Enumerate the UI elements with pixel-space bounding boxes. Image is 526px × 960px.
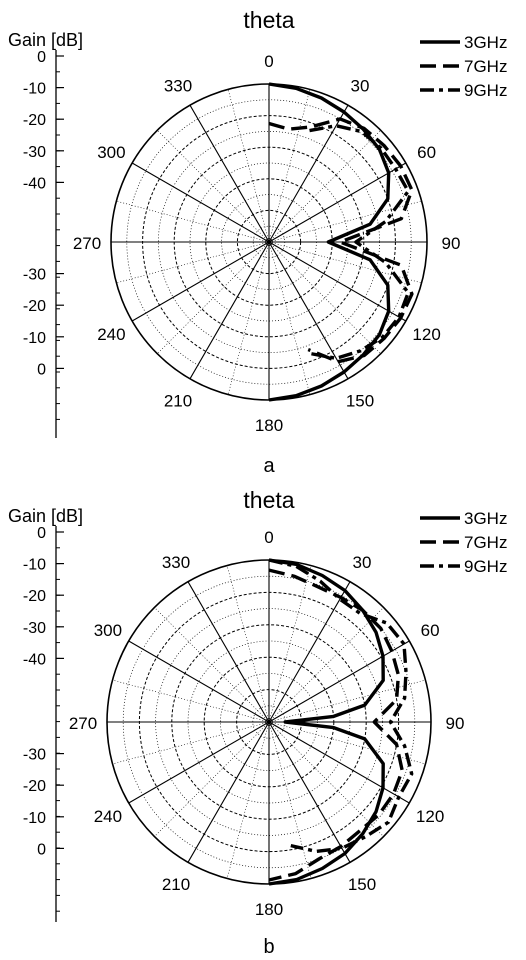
polar-spoke-minor bbox=[226, 565, 270, 723]
angle-tick-label: 150 bbox=[346, 392, 374, 411]
r-axis-tick-label: 0 bbox=[37, 361, 46, 378]
r-axis-label: Gain [dB] bbox=[8, 506, 83, 526]
series-line-3GHz bbox=[268, 82, 391, 402]
legend-label: 7GHz bbox=[464, 57, 507, 76]
angle-tick-label: 240 bbox=[97, 325, 125, 344]
panel-label: b bbox=[263, 936, 274, 958]
angle-tick-label: 0 bbox=[264, 52, 273, 71]
series-line-9GHz bbox=[268, 558, 414, 854]
r-axis-tick-label: 0 bbox=[37, 49, 46, 66]
angle-tick-label: 330 bbox=[162, 553, 190, 572]
polar-spoke-major bbox=[268, 241, 407, 322]
polar-spoke-minor bbox=[112, 679, 270, 723]
polar-spoke-minor bbox=[154, 721, 270, 837]
legend-label: 9GHz bbox=[464, 81, 507, 100]
series-line-7GHz bbox=[268, 117, 414, 364]
angle-tick-label: 240 bbox=[94, 807, 122, 826]
polar-spoke-minor bbox=[268, 241, 311, 395]
polar-spoke-minor bbox=[154, 607, 270, 723]
polar-spoke-major bbox=[128, 721, 270, 804]
r-axis-tick-label: -10 bbox=[23, 557, 46, 574]
polar-chart-a: 0 30 60 90 120 150 180 210 240 270 300 330 theta Gain… bbox=[8, 7, 507, 477]
polar-spoke-major bbox=[268, 721, 351, 863]
legend-label: 3GHz bbox=[464, 509, 507, 528]
angle-tick-label: 210 bbox=[164, 392, 192, 411]
r-axis-tick-label: -10 bbox=[23, 810, 46, 827]
polar-spoke-minor bbox=[157, 241, 270, 354]
polar-spoke-minor bbox=[157, 130, 270, 243]
r-axis-tick-label: -40 bbox=[23, 175, 46, 192]
polar-spoke-minor bbox=[268, 679, 426, 723]
angle-tick-label: 180 bbox=[255, 416, 283, 435]
polar-spoke-minor bbox=[268, 565, 312, 723]
chart-title: theta bbox=[243, 7, 294, 33]
polar-spoke-major bbox=[268, 581, 351, 723]
polar-spoke-major bbox=[131, 162, 270, 243]
series-line-9GHz bbox=[309, 124, 410, 360]
polar-spoke-minor bbox=[268, 89, 311, 243]
r-axis-tick-label: -30 bbox=[23, 747, 46, 764]
polar-spoke-minor bbox=[226, 721, 270, 879]
r-axis-tick-label: -30 bbox=[23, 144, 46, 161]
polar-spoke-minor bbox=[116, 241, 270, 284]
polar-spoke-major bbox=[268, 640, 410, 723]
legend-label: 7GHz bbox=[464, 533, 507, 552]
angle-tick-label: 30 bbox=[351, 76, 370, 95]
angle-tick-label: 180 bbox=[255, 900, 283, 919]
polar-spoke-minor bbox=[268, 721, 312, 879]
polar-spoke-minor bbox=[227, 89, 270, 243]
series-line-7GHz bbox=[268, 568, 404, 882]
series-line-3GHz bbox=[268, 558, 385, 886]
polar-spoke-major bbox=[268, 104, 349, 243]
polar-spoke-major bbox=[189, 104, 270, 243]
polar-spoke-major bbox=[187, 721, 270, 863]
r-axis-tick-label: -10 bbox=[23, 81, 46, 98]
polar-spoke-minor bbox=[112, 721, 270, 765]
angle-tick-label: 270 bbox=[73, 234, 101, 253]
chart-title: theta bbox=[243, 487, 294, 513]
polar-spoke-major bbox=[268, 241, 349, 380]
r-axis-tick-label: -10 bbox=[23, 330, 46, 347]
polar-spoke-minor bbox=[268, 721, 426, 765]
angle-tick-label: 0 bbox=[264, 528, 273, 547]
r-axis-label: Gain [dB] bbox=[8, 30, 83, 50]
r-axis-tick-label: -20 bbox=[23, 298, 46, 315]
angle-tick-label: 210 bbox=[162, 875, 190, 894]
angle-tick-label: 60 bbox=[417, 143, 436, 162]
angle-tick-label: 300 bbox=[94, 621, 122, 640]
polar-spoke-major bbox=[268, 162, 407, 243]
r-axis-tick-label: -20 bbox=[23, 778, 46, 795]
polar-spoke-minor bbox=[268, 241, 381, 354]
angle-tick-label: 120 bbox=[412, 325, 440, 344]
polar-spoke-minor bbox=[116, 200, 270, 243]
r-axis-tick-label: -30 bbox=[23, 620, 46, 637]
polar-chart-b: 0 30 60 90 120 150 180 210 240 270 300 330 theta Gain… bbox=[8, 487, 507, 958]
r-axis-tick-label: 0 bbox=[37, 525, 46, 542]
polar-spoke-major bbox=[187, 581, 270, 723]
r-axis-tick-label: -40 bbox=[23, 651, 46, 668]
polar-spoke-minor bbox=[268, 130, 381, 243]
angle-tick-label: 270 bbox=[69, 714, 97, 733]
r-axis-tick-label: -30 bbox=[23, 267, 46, 284]
polar-spoke-major bbox=[268, 721, 410, 804]
angle-tick-label: 150 bbox=[348, 875, 376, 894]
r-axis-tick-label: -20 bbox=[23, 588, 46, 605]
angle-tick-label: 30 bbox=[353, 553, 372, 572]
polar-spoke-major bbox=[128, 640, 270, 723]
panel-label: a bbox=[263, 455, 275, 477]
angle-tick-label: 60 bbox=[421, 621, 440, 640]
angle-tick-label: 300 bbox=[97, 143, 125, 162]
r-axis-tick-label: 0 bbox=[37, 841, 46, 858]
polar-spoke-major bbox=[189, 241, 270, 380]
angle-tick-label: 90 bbox=[442, 234, 461, 253]
angle-tick-label: 330 bbox=[164, 76, 192, 95]
angle-tick-label: 120 bbox=[416, 807, 444, 826]
legend-label: 3GHz bbox=[464, 33, 507, 52]
r-axis-tick-label: -20 bbox=[23, 112, 46, 129]
legend-label: 9GHz bbox=[464, 557, 507, 576]
polar-spoke-major bbox=[131, 241, 270, 322]
angle-tick-label: 90 bbox=[446, 714, 465, 733]
